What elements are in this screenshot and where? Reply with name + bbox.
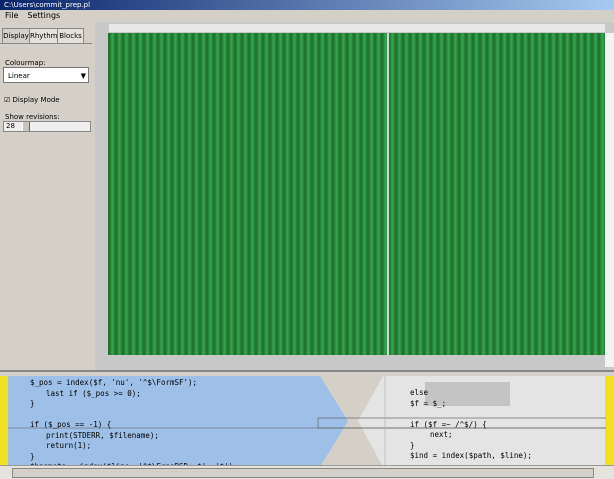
tab[interactable]: Display	[2, 28, 30, 43]
revision-value: 28	[6, 122, 15, 130]
colourmap-select[interactable]: Linear ▼	[3, 67, 89, 83]
code-line: }	[410, 440, 415, 450]
right-pane-bg	[358, 376, 605, 467]
code-line: if ($_pos == -1) {	[30, 420, 112, 429]
code-line: return(1);	[46, 441, 92, 450]
code-line: last if ($_pos >= 0);	[46, 388, 141, 398]
colourmap-value: Linear	[8, 72, 30, 80]
code-line: }	[30, 451, 35, 461]
slider-thumb[interactable]	[22, 122, 30, 131]
diff-connector	[8, 376, 614, 467]
code-line	[410, 409, 532, 420]
change-marker	[0, 376, 8, 467]
display-mode-label: Display Mode	[12, 96, 60, 104]
code-line: $ind = index($path, $line);	[410, 451, 532, 460]
horizontal-scrollbar[interactable]	[0, 465, 614, 479]
title-bar: C:\Users\commit_prep.pl	[0, 0, 614, 10]
menu-bar: File Settings	[0, 10, 614, 22]
left-pane-bg	[8, 376, 348, 467]
code-line: $_pos = index($f, 'nu', '^$\FormSF');	[30, 378, 198, 387]
code-field	[108, 33, 605, 355]
highlight	[425, 382, 510, 406]
tab-line	[0, 43, 92, 44]
show-revisions-label: Show revisions:	[5, 113, 60, 121]
sidebar: Display Rhythm Blocks Colourmap: Linear ▼…	[0, 22, 93, 370]
right-code: else $f = $_;if ($f =~ /^$/) {next;} $ind …	[410, 388, 532, 462]
code-line	[30, 410, 238, 421]
display-mode-checkbox[interactable]: ☑ Display Mode	[4, 96, 60, 104]
tab[interactable]: Blocks	[57, 28, 84, 43]
menu-item[interactable]: File	[5, 11, 19, 20]
left-code: $_pos = index($f, 'nu', '^$\FormSF'); las…	[30, 378, 238, 473]
revision-slider[interactable]: 28	[3, 121, 91, 132]
code-line: else	[410, 388, 429, 397]
code-line: print(STDERR, $filename);	[46, 430, 159, 440]
tab[interactable]: Rhythm	[29, 28, 58, 43]
dropdown-arrow: ▼	[80, 72, 86, 80]
right-margin	[605, 33, 614, 367]
code-line: next;	[430, 430, 453, 439]
change-marker	[606, 376, 614, 467]
colourmap-label: Colourmap:	[5, 59, 46, 67]
window-title: C:\Users\commit_prep.pl	[4, 1, 91, 9]
menu-item[interactable]: Settings	[27, 11, 61, 20]
code-line: }	[30, 399, 35, 408]
ruler	[109, 24, 605, 32]
history-visualization	[95, 22, 614, 370]
code-panel: $_pos = index($f, 'nu', '^$\FormSF'); las…	[0, 370, 614, 471]
code-line: $f = $_;	[410, 398, 447, 408]
scroll-thumb[interactable]	[12, 468, 594, 478]
code-line: if ($f =~ /^$/) {	[410, 419, 487, 429]
